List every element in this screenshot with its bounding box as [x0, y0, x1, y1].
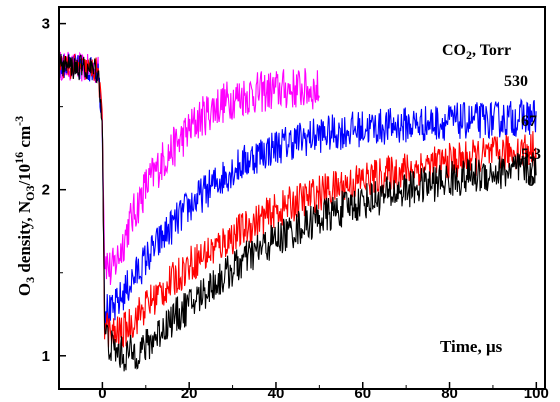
series-layer [58, 51, 537, 372]
series-label-67: 67 [521, 113, 537, 130]
series-line-67 [58, 53, 537, 325]
y-tick-label: 2 [42, 182, 50, 199]
x-tick-label: 80 [441, 385, 458, 402]
series-label-0: 0 [527, 173, 535, 190]
x-tick-label: 60 [354, 385, 371, 402]
x-tick-label: 40 [268, 385, 285, 402]
y-tick-label: 1 [42, 348, 50, 365]
series-label-530: 530 [504, 73, 528, 90]
x-axis-title: Time, μs [440, 337, 503, 356]
legend-title: CO2, Torr [442, 42, 511, 62]
x-tick-label: 20 [181, 385, 198, 402]
y-axis-title: O3 density, NO3/1016 cm-3 [12, 116, 37, 296]
series-line-5-3 [58, 54, 537, 348]
series-line-0 [58, 53, 537, 372]
plot-frame [58, 6, 546, 390]
x-tick-label: 0 [98, 385, 106, 402]
y-tick-label: 3 [42, 16, 50, 33]
x-tick-label: 100 [524, 385, 549, 402]
series-label-5-3: 5.3 [521, 146, 541, 163]
tick-layer: 0 20 40 60 80 100 1 2 3 [42, 16, 549, 402]
